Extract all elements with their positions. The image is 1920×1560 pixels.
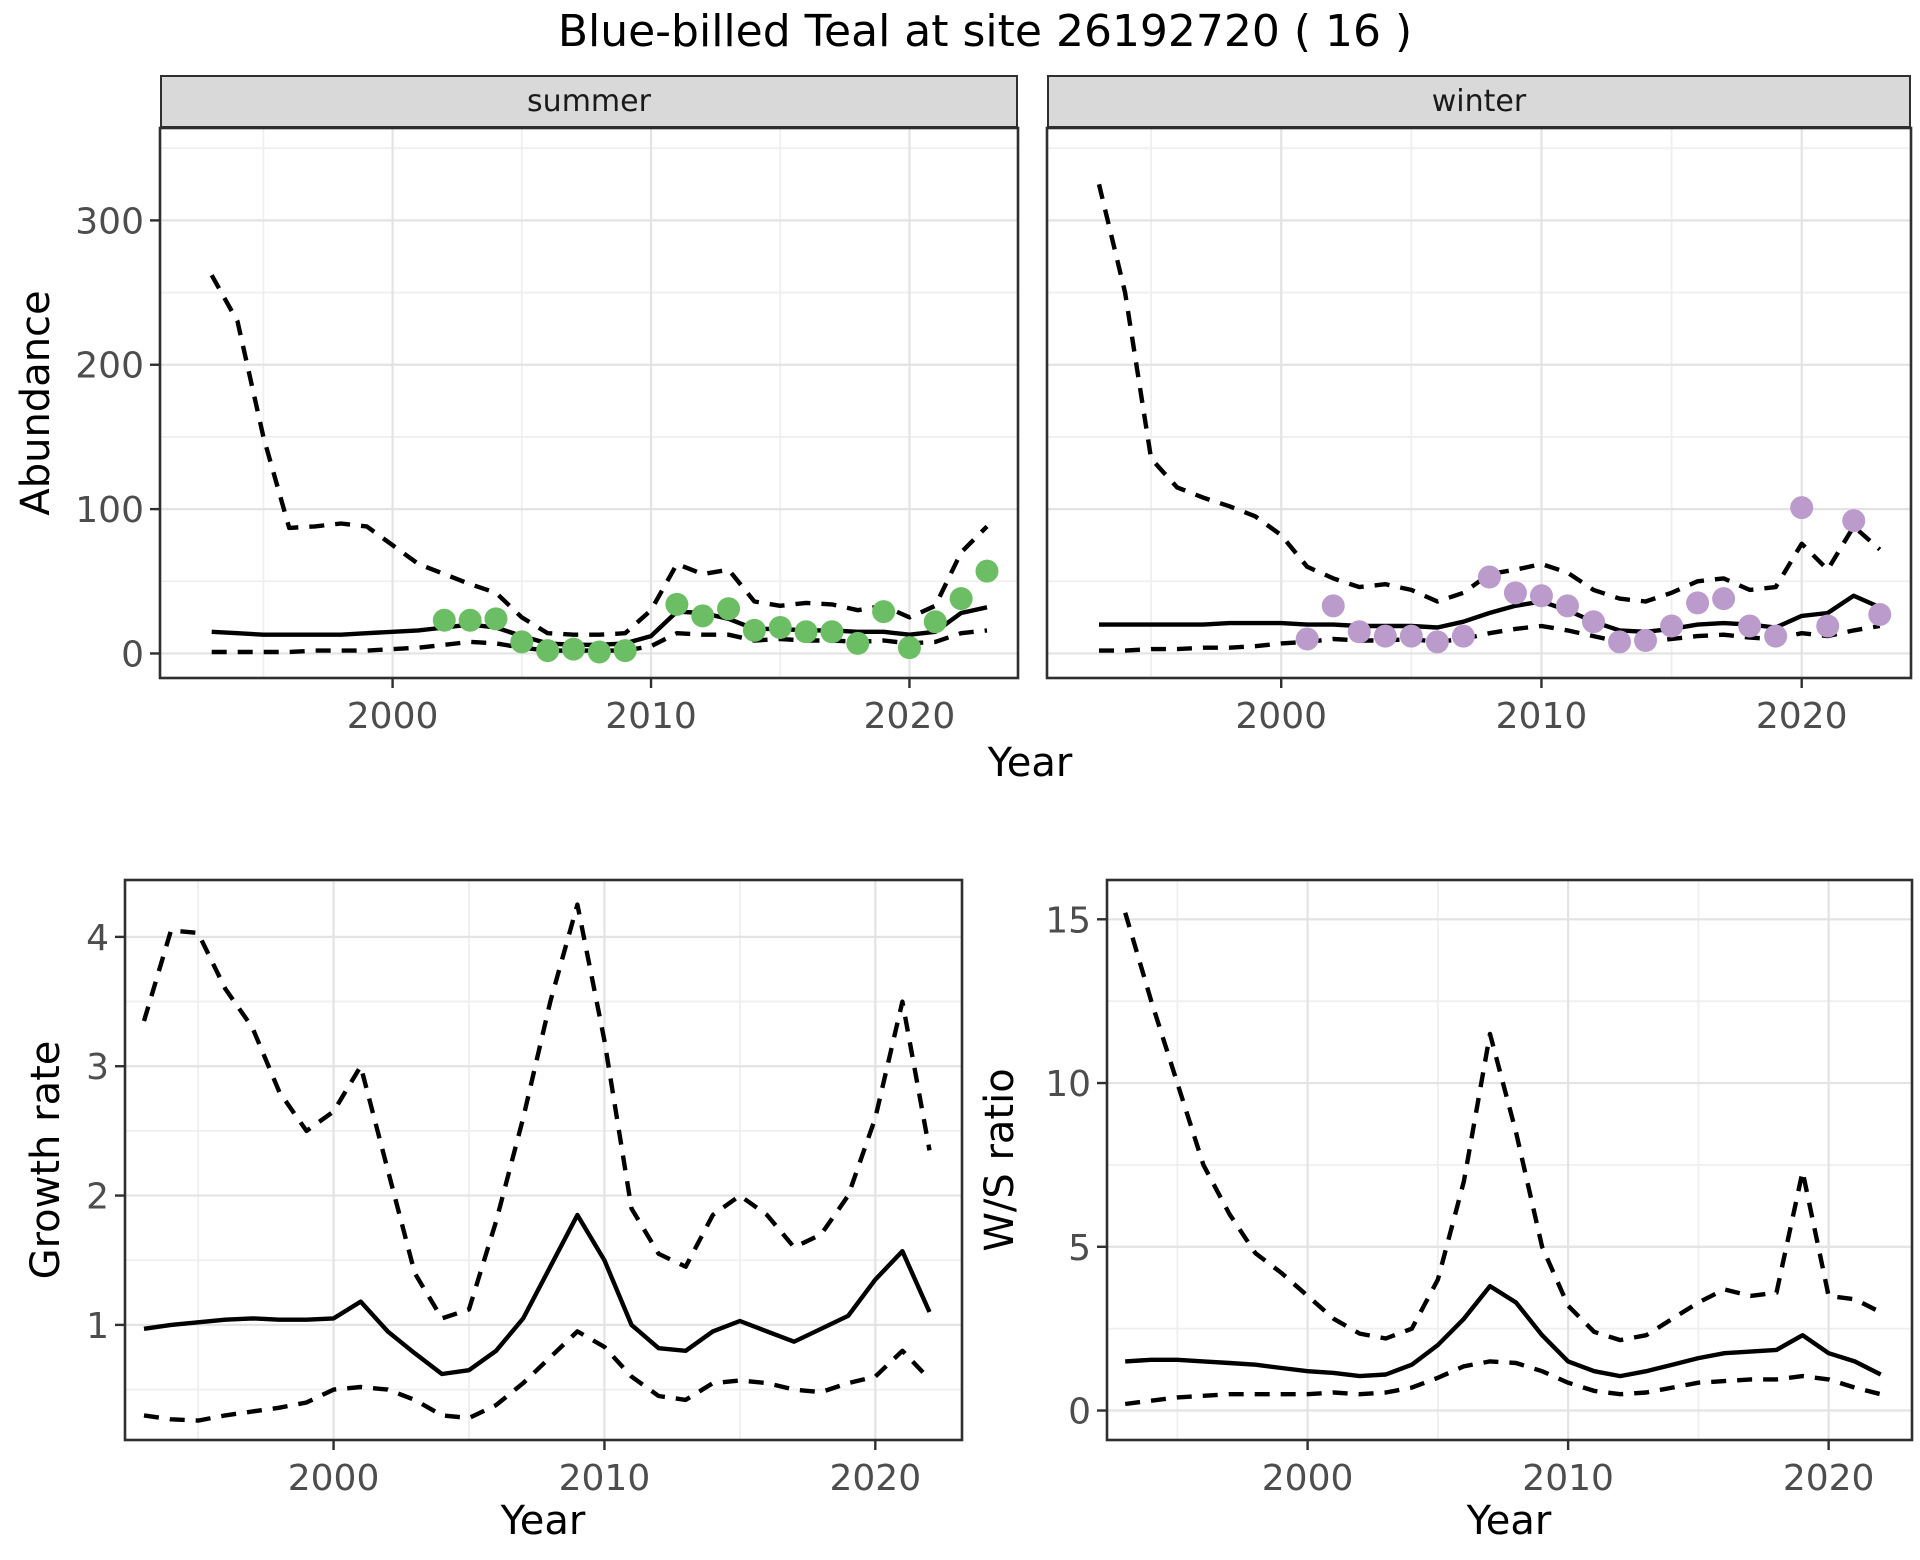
svg-text:2010: 2010 (1496, 696, 1588, 737)
x-axis-label-year-ws: Year (1466, 1498, 1552, 1544)
svg-text:1: 1 (86, 1306, 109, 1347)
svg-text:2: 2 (86, 1177, 109, 1218)
x-axis-label-year-top: Year (987, 740, 1073, 786)
facet-strip-summer: summer (160, 75, 1018, 128)
svg-text:10: 10 (1045, 1064, 1091, 1105)
svg-text:0: 0 (1068, 1392, 1091, 1433)
svg-text:2010: 2010 (1522, 1458, 1614, 1499)
svg-text:2000: 2000 (288, 1458, 380, 1499)
svg-text:2020: 2020 (1756, 696, 1848, 737)
svg-text:4: 4 (86, 918, 109, 959)
y-axis-label-growth-rate: Growth rate (23, 1040, 69, 1280)
svg-text:300: 300 (75, 201, 144, 242)
svg-text:200: 200 (75, 346, 144, 387)
svg-text:2010: 2010 (605, 696, 697, 737)
svg-text:2010: 2010 (559, 1458, 651, 1499)
svg-text:2000: 2000 (1235, 696, 1327, 737)
svg-text:2020: 2020 (864, 696, 956, 737)
svg-text:5: 5 (1068, 1228, 1091, 1269)
x-axis-label-year-growth: Year (500, 1498, 586, 1544)
facet-strip-summer-label: summer (527, 84, 651, 119)
svg-text:100: 100 (75, 490, 144, 531)
y-axis-label-ws-ratio: W/S ratio (977, 1068, 1023, 1252)
svg-text:2020: 2020 (1783, 1458, 1875, 1499)
facet-strip-winter-label: winter (1431, 84, 1527, 119)
svg-text:2000: 2000 (1262, 1458, 1354, 1499)
y-axis-label-abundance: Abundance (13, 290, 59, 516)
figure-title: Blue-billed Teal at site 26192720 ( 16 ) (557, 6, 1413, 57)
svg-text:15: 15 (1045, 900, 1091, 941)
svg-text:2020: 2020 (830, 1458, 922, 1499)
facet-strip-winter: winter (1047, 75, 1911, 128)
svg-text:0: 0 (121, 634, 144, 675)
svg-text:2000: 2000 (347, 696, 439, 737)
svg-text:3: 3 (86, 1047, 109, 1088)
